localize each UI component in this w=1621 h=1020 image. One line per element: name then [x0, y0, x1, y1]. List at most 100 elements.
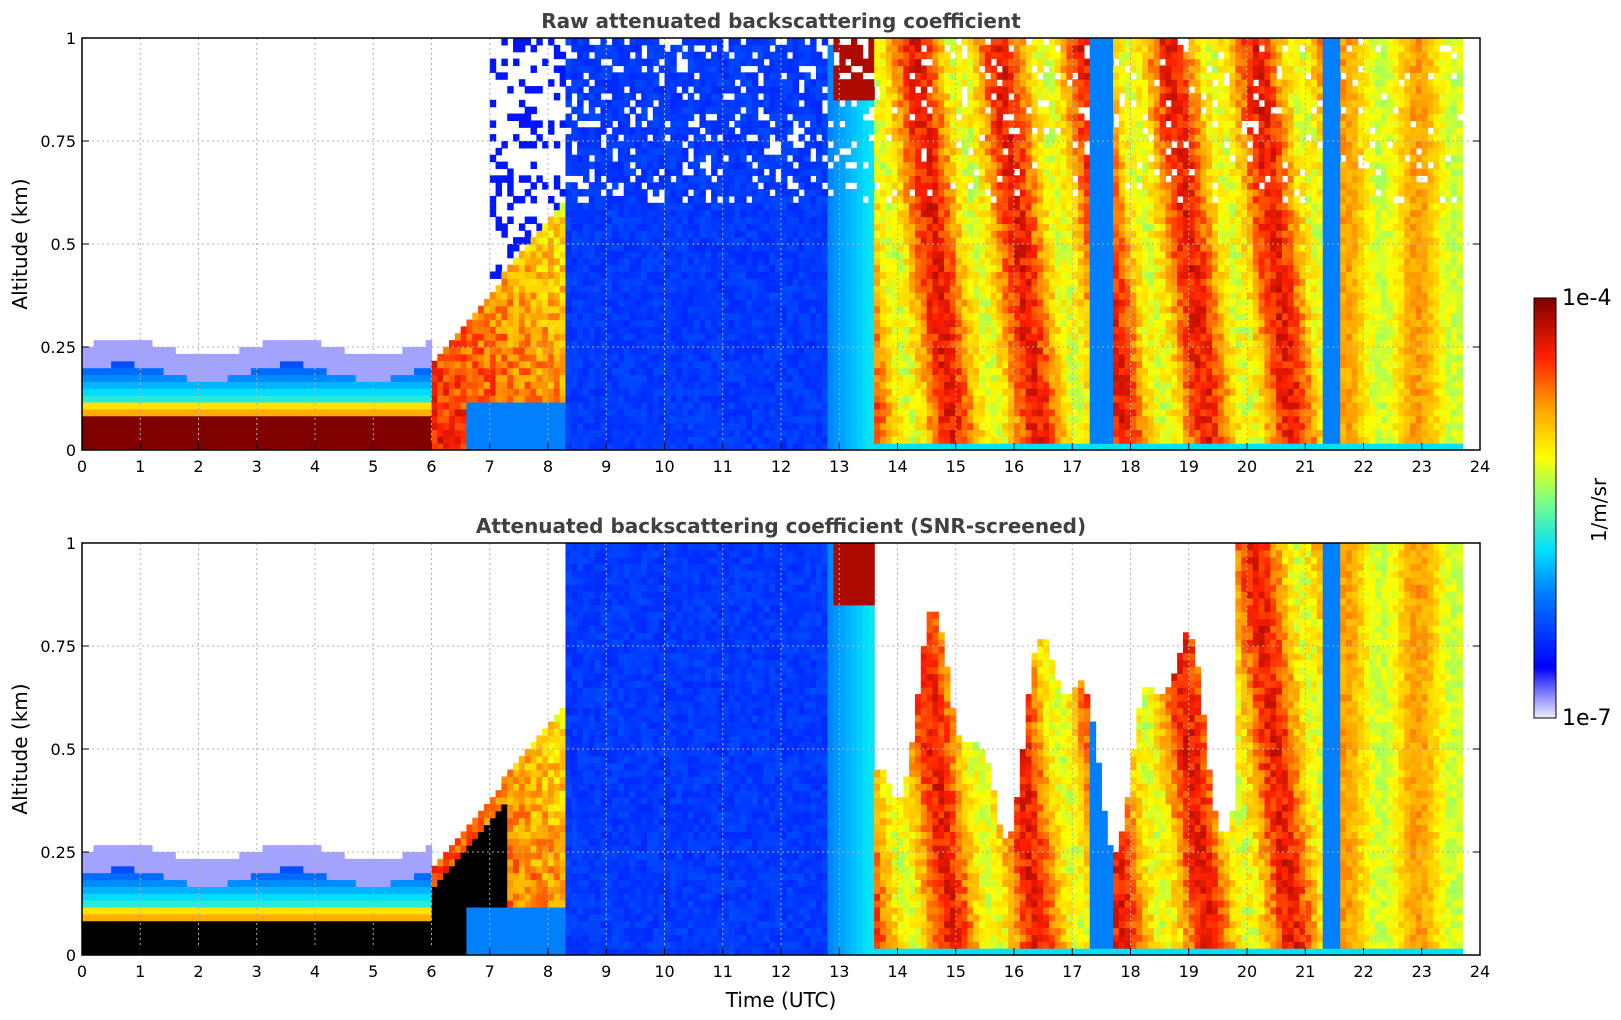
- heatmap-cell: [891, 113, 899, 121]
- heatmap-cell: [722, 381, 730, 389]
- heatmap-cell: [204, 401, 211, 410]
- heatmap-cell: [600, 154, 607, 163]
- heatmap-cell: [734, 285, 741, 293]
- heatmap-cell: [513, 395, 520, 403]
- heatmap-cell: [553, 237, 561, 245]
- heatmap-cell: [786, 237, 794, 245]
- heatmap-cell: [874, 257, 881, 266]
- heatmap-cell: [874, 415, 881, 424]
- heatmap-cell: [524, 443, 532, 450]
- heatmap-cell: [699, 120, 706, 128]
- heatmap-cell: [845, 120, 852, 128]
- heatmap-cell: [501, 298, 508, 307]
- heatmap-cell: [134, 436, 141, 444]
- heatmap-cell: [734, 244, 741, 252]
- heatmap-cell: [909, 168, 916, 176]
- heatmap-cell: [914, 38, 922, 46]
- heatmap-cell: [204, 360, 211, 369]
- heatmap-cell: [920, 216, 928, 224]
- heatmap-cell: [781, 257, 788, 266]
- heatmap-cell: [903, 264, 910, 273]
- heatmap-cell: [868, 230, 875, 238]
- heatmap-cell: [740, 298, 747, 307]
- heatmap-cell: [373, 415, 380, 424]
- heatmap-cell: [670, 189, 677, 197]
- heatmap-cell: [856, 278, 864, 286]
- heatmap-cell: [862, 422, 869, 430]
- heatmap-cell: [845, 264, 852, 273]
- heatmap-cell: [571, 278, 578, 286]
- heatmap-cell: [798, 230, 805, 238]
- heatmap-cell: [629, 257, 636, 266]
- heatmap-cell: [93, 401, 101, 410]
- heatmap-cell: [524, 175, 532, 183]
- heatmap-cell: [460, 374, 468, 382]
- heatmap-cell: [810, 292, 817, 300]
- heatmap-cell: [93, 436, 101, 444]
- heatmap-cell: [693, 429, 701, 437]
- heatmap-cell: [256, 360, 264, 369]
- heatmap-cell: [862, 312, 869, 321]
- heatmap-cell: [635, 312, 642, 321]
- heatmap-cell: [810, 79, 817, 87]
- heatmap-cell: [827, 292, 835, 300]
- heatmap-cell: [116, 401, 124, 410]
- heatmap-cell: [676, 250, 683, 259]
- heatmap-cell: [874, 250, 881, 259]
- heatmap-cell: [577, 154, 584, 163]
- heatmap-cell: [740, 154, 747, 163]
- heatmap-cell: [681, 72, 689, 80]
- heatmap-cell: [885, 127, 893, 135]
- heatmap-cell: [903, 51, 910, 60]
- heatmap-cell: [303, 374, 310, 382]
- heatmap-cell: [699, 250, 706, 259]
- heatmap-cell: [914, 141, 922, 149]
- heatmap-cell: [781, 326, 788, 334]
- heatmap-cell: [548, 388, 555, 396]
- heatmap-cell: [536, 312, 543, 321]
- heatmap-cell: [845, 141, 852, 149]
- raw-backscatter-panel: Raw attenuated backscattering coefficien…: [8, 9, 1490, 476]
- heatmap-cell: [151, 443, 159, 450]
- heatmap-cell: [734, 367, 741, 376]
- heatmap-cell: [914, 120, 922, 128]
- heatmap-cell: [309, 436, 316, 444]
- heatmap-cell: [629, 189, 636, 197]
- heatmap-cell: [623, 264, 631, 273]
- heatmap-cell: [629, 326, 636, 334]
- heatmap-cell: [885, 237, 893, 245]
- heatmap-cell: [699, 353, 706, 362]
- heatmap-cell: [699, 147, 706, 156]
- heatmap-cell: [868, 38, 875, 46]
- heatmap-cell: [763, 422, 770, 430]
- heatmap-cell: [204, 367, 211, 376]
- heatmap-cell: [751, 367, 759, 376]
- heatmap-cell: [140, 353, 147, 362]
- heatmap-cell: [903, 58, 910, 67]
- heatmap-cell: [111, 347, 118, 355]
- heatmap-cell: [577, 388, 584, 396]
- heatmap-cell: [641, 333, 648, 341]
- heatmap-cell: [769, 202, 776, 211]
- heatmap-cell: [839, 264, 846, 273]
- heatmap-cell: [594, 401, 602, 410]
- heatmap-cell: [728, 326, 735, 334]
- heatmap-cell: [891, 195, 899, 204]
- heatmap-cell: [594, 415, 602, 424]
- heatmap-cell: [280, 422, 287, 430]
- heatmap-cell: [711, 99, 718, 108]
- heatmap-cell: [367, 429, 374, 437]
- heatmap-cell: [775, 230, 782, 238]
- heatmap-cell: [472, 422, 479, 430]
- heatmap-cell: [629, 244, 636, 252]
- heatmap-cell: [140, 395, 147, 403]
- heatmap-cell: [588, 429, 596, 437]
- heatmap-cell: [606, 65, 613, 73]
- heatmap-cell: [781, 216, 788, 224]
- heatmap-cell: [652, 92, 660, 101]
- heatmap-cell: [518, 99, 526, 108]
- heatmap-cell: [798, 168, 805, 176]
- heatmap-cell: [210, 388, 217, 396]
- heatmap-cell: [181, 415, 188, 424]
- heatmap-cell: [582, 292, 590, 300]
